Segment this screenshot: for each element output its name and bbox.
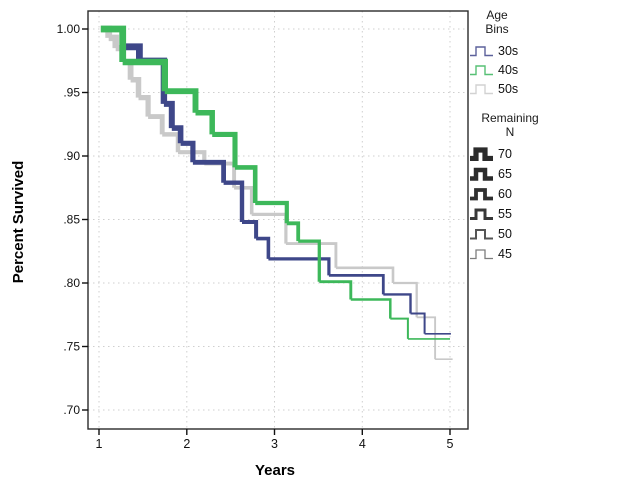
- remaining-n-70-icon: [470, 147, 493, 161]
- legend-item-label: 55: [498, 207, 512, 221]
- legend-item-60: 60: [469, 184, 623, 204]
- legend-item-label: 70: [498, 147, 512, 161]
- legend-item-label: 45: [498, 247, 512, 261]
- series-step-50s: [393, 281, 418, 318]
- series-step-30s: [242, 220, 259, 239]
- y-tick-label: .75: [63, 340, 80, 354]
- series-step-50s: [138, 95, 151, 117]
- series-step-50s: [285, 242, 338, 268]
- series-lines: [100, 25, 453, 360]
- series-step-50s: [335, 266, 395, 283]
- legend-remaining-items: 70 65 60 55 50 45: [469, 144, 623, 264]
- series-step-40s: [100, 25, 127, 62]
- y-tick-label: 1.00: [57, 22, 81, 36]
- legend-item-30s: 30s: [469, 41, 623, 60]
- legend-remaining-n-title: Remaining N: [473, 111, 547, 139]
- axis-ticks: [82, 28, 451, 435]
- age-bin-50s-icon: [470, 83, 493, 94]
- series-step-30s: [268, 257, 331, 276]
- legend-item-70: 70: [469, 144, 623, 164]
- series-step-30s: [163, 100, 175, 129]
- series-step-40s: [122, 58, 168, 92]
- series-step-40s: [255, 200, 289, 224]
- legend-item-50s: 50s: [469, 79, 623, 98]
- remaining-n-55-icon-path: [470, 208, 493, 220]
- x-tick-label: 3: [271, 437, 278, 451]
- remaining-n-65-icon: [470, 167, 493, 181]
- series-step-50s: [148, 114, 165, 135]
- legend-item-label: 50s: [498, 81, 519, 96]
- y-axis-title: Percent Survived: [10, 160, 27, 284]
- series-step-30s: [171, 125, 184, 144]
- legend-item-45: 45: [469, 244, 623, 264]
- series-step-30s: [256, 236, 271, 259]
- series-step-30s: [180, 140, 196, 163]
- y-tick-label: .95: [63, 86, 80, 100]
- legend: Age Bins 30s 40s 50s Remaining N 70 65 60 55 50 4…: [469, 8, 623, 264]
- legend-title-line: Remaining: [481, 111, 539, 125]
- remaining-n-50-icon: [470, 229, 493, 240]
- y-tick-label: .90: [63, 149, 80, 163]
- series-step-30s: [192, 159, 226, 183]
- series-step-40s: [212, 131, 238, 168]
- x-tick-label: 1: [96, 437, 103, 451]
- series-step-40s: [195, 110, 215, 135]
- legend-age-bins-title: Age Bins: [471, 8, 523, 36]
- y-tick-label: .80: [63, 276, 80, 290]
- series-step-50s: [162, 132, 181, 153]
- legend-item-label: 30s: [498, 43, 519, 58]
- remaining-n-55-icon: [470, 208, 493, 220]
- remaining-n-60-icon-path: [470, 188, 493, 201]
- series-step-30s: [328, 274, 385, 295]
- remaining-n-65-icon-path: [470, 167, 493, 181]
- legend-title-line: Bins: [485, 22, 509, 36]
- series-step-30s: [383, 293, 412, 314]
- legend-item-65: 65: [469, 164, 623, 184]
- series-step-40s: [286, 221, 301, 242]
- series-step-50s: [130, 77, 142, 98]
- legend-title-line: Age: [486, 8, 508, 22]
- series-step-30s: [410, 312, 426, 334]
- legend-item-40s: 40s: [469, 60, 623, 79]
- series-step-40s: [319, 280, 353, 300]
- legend-item-50: 50: [469, 224, 623, 244]
- series-step-50s: [416, 316, 437, 360]
- remaining-n-70-icon-path: [470, 147, 493, 161]
- axis-tick-labels: 1 2 3 4 5 1.00 .95 .90 .85 .80 .75 .70: [57, 22, 454, 451]
- legend-item-label: 65: [498, 167, 512, 181]
- series-step-40s: [390, 317, 409, 339]
- x-axis-title: Years: [254, 462, 296, 479]
- legend-title-line: N: [505, 125, 515, 139]
- gridlines: [88, 11, 468, 429]
- remaining-n-45-icon-path: [470, 249, 493, 260]
- age-bin-40s-icon-path: [470, 64, 493, 75]
- x-tick-label: 4: [359, 437, 366, 451]
- series-step-50s: [178, 150, 207, 164]
- age-bin-50s-icon-path: [470, 83, 493, 94]
- legend-item-label: 40s: [498, 62, 519, 77]
- x-tick-label: 2: [183, 437, 190, 451]
- series-step-50s: [108, 34, 119, 49]
- series-step-40s: [235, 165, 258, 203]
- remaining-n-60-icon: [470, 188, 493, 201]
- legend-age-items: 30s 40s 50s: [469, 41, 623, 98]
- legend-item-label: 50: [498, 227, 512, 241]
- remaining-n-45-icon: [470, 249, 493, 260]
- series-step-40s: [164, 88, 199, 113]
- y-tick-label: .85: [63, 213, 80, 227]
- x-tick-label: 5: [447, 437, 454, 451]
- series-step-40s: [298, 239, 321, 282]
- y-tick-label: .70: [63, 403, 80, 417]
- legend-item-55: 55: [469, 204, 623, 224]
- series-step-30s: [125, 43, 143, 61]
- remaining-n-50-icon-path: [470, 229, 493, 240]
- age-bin-40s-icon: [470, 64, 493, 75]
- legend-item-label: 60: [498, 187, 512, 201]
- age-bin-30s-icon: [470, 45, 493, 56]
- series-step-40s: [350, 298, 392, 319]
- age-bin-30s-icon-path: [470, 45, 493, 56]
- series-step-30s: [223, 180, 245, 222]
